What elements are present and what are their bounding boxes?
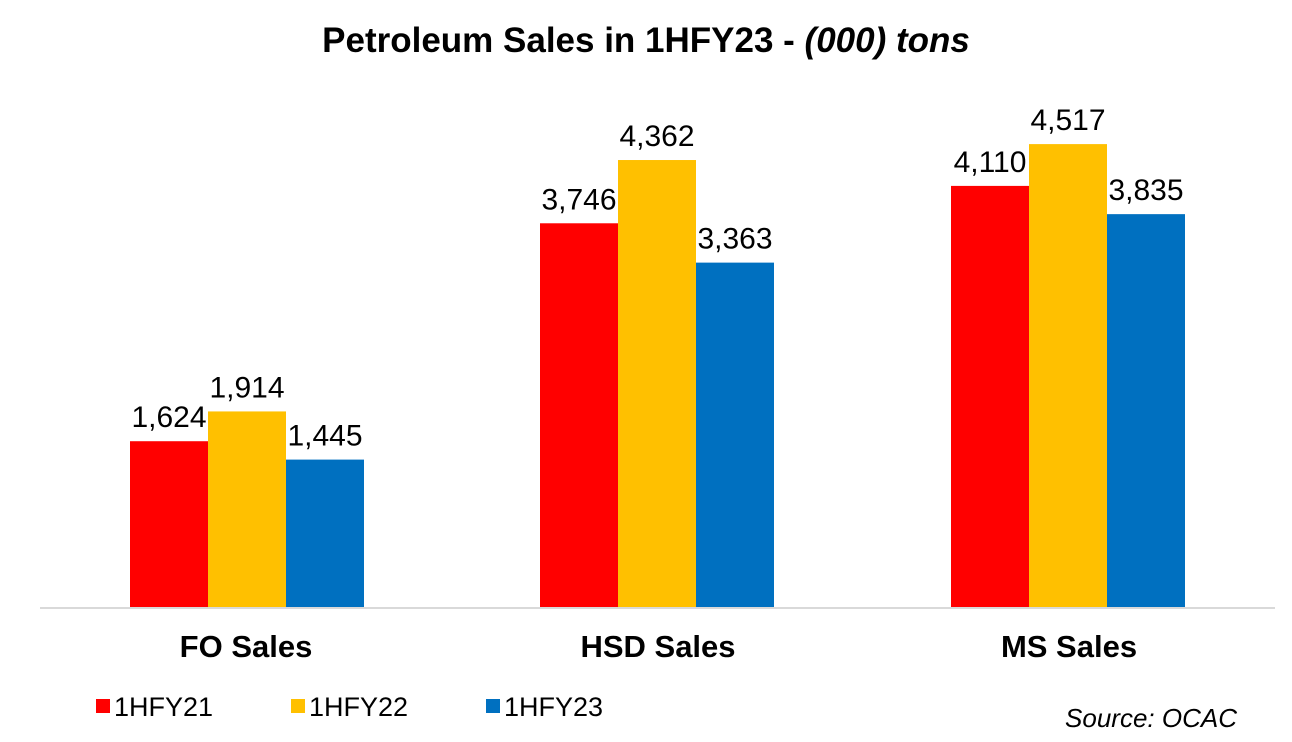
chart-title-unit: (000) tons (805, 21, 970, 60)
data-label-hsd-sales-1hfy23: 3,363 (697, 223, 772, 256)
data-label-hsd-sales-1hfy22: 4,362 (619, 120, 694, 153)
legend: 1HFY21 1HFY22 1HFY23 (96, 692, 603, 722)
bar-ms-sales-1hfy21 (951, 185, 1029, 608)
bar-hsd-sales-1hfy23 (696, 262, 774, 608)
legend-swatch-1hfy23 (486, 699, 500, 713)
legend-item-1hfy21: 1HFY21 (96, 692, 213, 722)
bars-group (130, 144, 1185, 609)
legend-swatch-1hfy22 (291, 699, 305, 713)
bar-hsd-sales-1hfy22 (618, 160, 696, 609)
data-label-hsd-sales-1hfy21: 3,746 (541, 183, 616, 216)
category-label-hsd-sales: HSD Sales (580, 629, 735, 664)
data-label-ms-sales-1hfy23: 3,835 (1108, 174, 1183, 207)
bar-fo-sales-1hfy21 (130, 441, 208, 608)
chart-title: Petroleum Sales in 1HFY23 - (000) tons (322, 21, 970, 60)
legend-item-1hfy23: 1HFY23 (486, 692, 603, 722)
bar-ms-sales-1hfy23 (1107, 214, 1185, 608)
chart-title-text: Petroleum Sales in 1HFY23 - (322, 21, 804, 60)
data-label-ms-sales-1hfy22: 4,517 (1030, 104, 1105, 137)
data-label-fo-sales-1hfy21: 1,624 (131, 401, 206, 434)
category-labels-group: FO Sales HSD Sales MS Sales (180, 629, 1137, 664)
bar-hsd-sales-1hfy21 (540, 223, 618, 608)
bar-fo-sales-1hfy22 (208, 411, 286, 608)
bar-ms-sales-1hfy22 (1029, 144, 1107, 608)
legend-swatch-1hfy21 (96, 699, 110, 713)
data-label-fo-sales-1hfy22: 1,914 (209, 371, 284, 404)
legend-item-1hfy22: 1HFY22 (291, 692, 408, 722)
bar-fo-sales-1hfy23 (286, 459, 364, 608)
legend-label-1hfy23: 1HFY23 (504, 692, 603, 722)
source-note: Source: OCAC (1065, 703, 1237, 733)
legend-label-1hfy21: 1HFY21 (114, 692, 213, 722)
category-label-fo-sales: FO Sales (180, 629, 313, 664)
legend-label-1hfy22: 1HFY22 (309, 692, 408, 722)
data-label-ms-sales-1hfy21: 4,110 (954, 146, 1027, 179)
data-label-fo-sales-1hfy23: 1,445 (287, 420, 362, 453)
category-label-ms-sales: MS Sales (1001, 629, 1137, 664)
